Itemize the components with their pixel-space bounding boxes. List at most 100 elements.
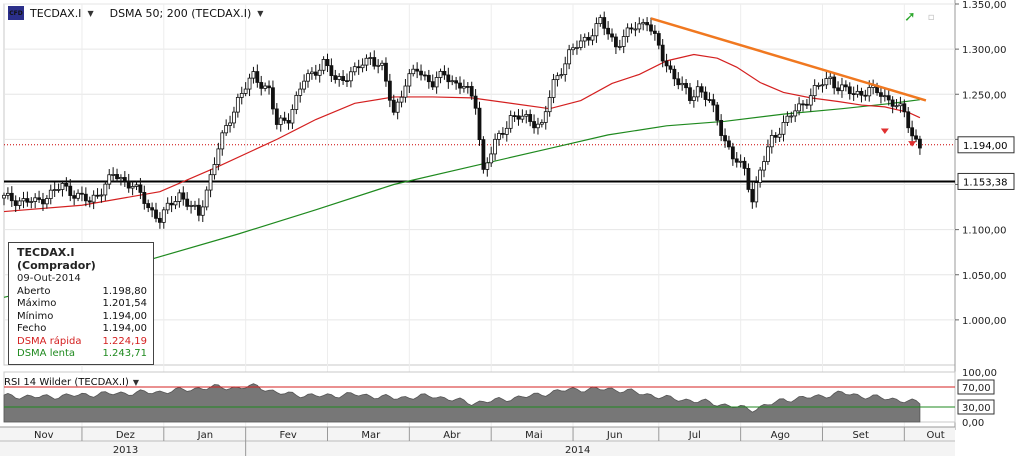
rsi-area[interactable] <box>3 383 921 423</box>
candle-body[interactable] <box>150 207 155 211</box>
candle-body[interactable] <box>325 59 330 67</box>
candle-body[interactable] <box>559 74 564 77</box>
candle-body[interactable] <box>251 71 256 79</box>
candle-body[interactable] <box>711 99 716 106</box>
candle-body[interactable] <box>5 192 10 196</box>
candle-body[interactable] <box>500 132 505 135</box>
candle-body[interactable] <box>48 189 53 199</box>
candle-body[interactable] <box>769 135 774 148</box>
candle-body[interactable] <box>812 85 817 97</box>
symbol-label[interactable]: TECDAX.I <box>30 6 82 20</box>
candle-body[interactable] <box>107 174 112 185</box>
candle-body[interactable] <box>910 127 915 137</box>
candle-body[interactable] <box>173 201 178 206</box>
candle-body[interactable] <box>715 104 720 121</box>
candle-body[interactable] <box>403 85 408 98</box>
candle-body[interactable] <box>766 146 770 162</box>
candle-body[interactable] <box>863 94 868 97</box>
candle-body[interactable] <box>707 99 712 101</box>
candle-body[interactable] <box>274 108 279 125</box>
candle-body[interactable] <box>161 209 166 223</box>
candle-body[interactable] <box>734 158 739 163</box>
candle-body[interactable] <box>185 198 190 207</box>
candle-body[interactable] <box>797 103 801 112</box>
candle-body[interactable] <box>481 139 486 170</box>
candle-body[interactable] <box>688 87 692 101</box>
candle-body[interactable] <box>119 177 123 180</box>
candle-body[interactable] <box>364 57 369 66</box>
candle-body[interactable] <box>232 111 236 124</box>
candle-body[interactable] <box>446 74 451 83</box>
candle-body[interactable] <box>411 68 416 75</box>
candle-body[interactable] <box>450 80 455 83</box>
candle-body[interactable] <box>384 62 388 82</box>
candle-body[interactable] <box>602 17 607 29</box>
candle-body[interactable] <box>419 70 423 76</box>
candle-body[interactable] <box>886 95 891 101</box>
candle-body[interactable] <box>13 200 18 206</box>
candle-body[interactable] <box>352 66 357 73</box>
candle-body[interactable] <box>703 91 708 100</box>
candle-body[interactable] <box>115 174 119 180</box>
candle-body[interactable] <box>360 64 365 69</box>
candle-body[interactable] <box>773 135 778 138</box>
candle-body[interactable] <box>859 90 864 96</box>
candle-body[interactable] <box>313 71 318 76</box>
candle-body[interactable] <box>290 109 295 124</box>
candle-body[interactable] <box>122 177 127 182</box>
candle-body[interactable] <box>555 75 560 81</box>
candle-body[interactable] <box>126 180 131 189</box>
candle-body[interactable] <box>551 79 556 98</box>
candle-body[interactable] <box>442 70 447 76</box>
candle-body[interactable] <box>594 23 599 37</box>
candle-body[interactable] <box>879 92 883 97</box>
candle-body[interactable] <box>83 193 88 202</box>
maximize-icon[interactable]: ▫ <box>927 11 935 23</box>
candle-body[interactable] <box>789 115 794 118</box>
candle-body[interactable] <box>224 125 229 134</box>
candle-body[interactable] <box>337 76 342 80</box>
candle-body[interactable] <box>652 30 657 34</box>
candle-body[interactable] <box>259 82 264 89</box>
candle-body[interactable] <box>142 192 147 204</box>
candle-body[interactable] <box>890 99 895 107</box>
candle-body[interactable] <box>138 184 143 193</box>
candle-body[interactable] <box>575 47 579 49</box>
candle-body[interactable] <box>146 203 151 209</box>
candle-body[interactable] <box>571 47 575 51</box>
candle-body[interactable] <box>906 111 911 129</box>
candle-body[interactable] <box>578 40 583 48</box>
candle-body[interactable] <box>586 36 591 41</box>
candle-body[interactable] <box>212 164 217 176</box>
candle-body[interactable] <box>598 17 603 25</box>
candle-body[interactable] <box>247 77 252 90</box>
candle-body[interactable] <box>2 194 6 199</box>
candle-body[interactable] <box>204 189 209 208</box>
candle-body[interactable] <box>278 117 283 125</box>
candle-body[interactable] <box>387 80 392 101</box>
candle-body[interactable] <box>235 97 240 113</box>
candle-body[interactable] <box>341 76 345 82</box>
candle-body[interactable] <box>158 217 162 223</box>
candle-body[interactable] <box>590 35 595 41</box>
candle-body[interactable] <box>29 201 34 203</box>
candle-body[interactable] <box>33 197 38 202</box>
candle-body[interactable] <box>391 99 396 113</box>
candle-body[interactable] <box>520 115 525 120</box>
candle-body[interactable] <box>512 115 517 117</box>
candle-body[interactable] <box>902 103 907 113</box>
candle-body[interactable] <box>25 198 30 203</box>
candle-body[interactable] <box>76 192 80 199</box>
candle-body[interactable] <box>781 122 786 135</box>
candle-body[interactable] <box>606 27 611 35</box>
candle-body[interactable] <box>321 59 326 71</box>
candle-body[interactable] <box>664 60 669 67</box>
candle-body[interactable] <box>282 117 287 121</box>
candle-body[interactable] <box>785 115 790 123</box>
candle-body[interactable] <box>801 103 805 106</box>
candle-body[interactable] <box>532 121 536 129</box>
candle-body[interactable] <box>208 174 213 191</box>
candle-body[interactable] <box>165 202 170 211</box>
candle-body[interactable] <box>103 183 108 196</box>
sell-signal-marker[interactable] <box>880 128 889 134</box>
